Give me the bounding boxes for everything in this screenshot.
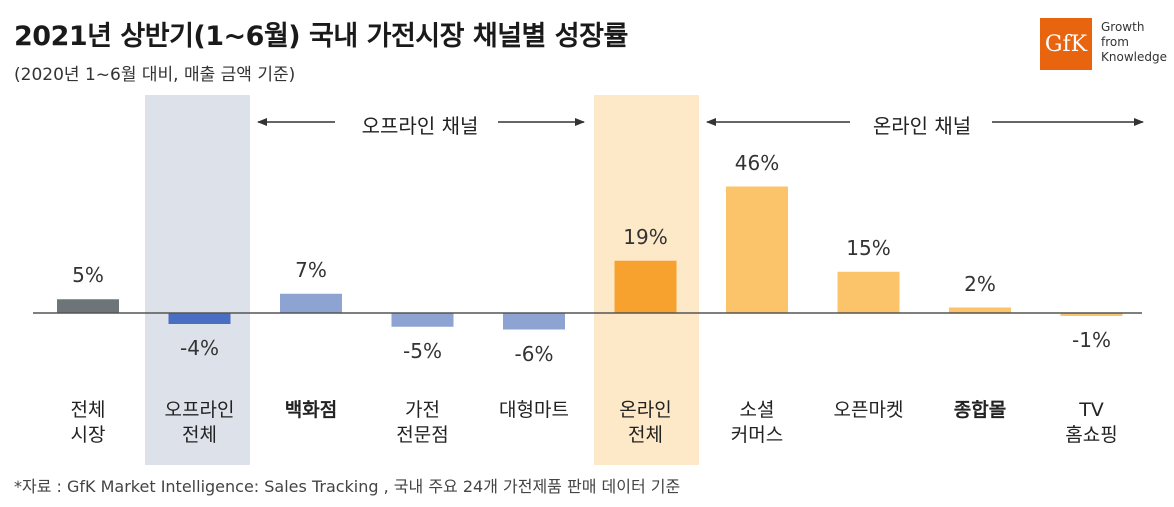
bar-0 (57, 299, 119, 313)
bar-1 (168, 313, 231, 324)
value-label-1: -4% (180, 336, 219, 360)
logo-tagline-line: Growth (1101, 20, 1145, 34)
value-label-8: 2% (964, 271, 996, 296)
source-footnote: *자료 : GfK Market Intelligence: Sales Tra… (14, 477, 681, 496)
category-label-4: 대형마트 (479, 398, 589, 423)
category-label-line: 온라인 (619, 399, 672, 421)
category-label-line: 전체 (628, 424, 663, 446)
chart-subtitle: (2020년 1~6월 대비, 매출 금액 기준) (14, 65, 296, 85)
category-label-line: 전체 (70, 399, 106, 421)
category-label-line: TV (1079, 399, 1104, 421)
bar-7 (837, 271, 900, 313)
logo-tagline-line: Knowledge (1101, 50, 1167, 64)
category-label-line: 오프라인 (164, 399, 235, 421)
online-channel-label: 온라인 채널 (872, 114, 972, 138)
category-label-line: 백화점 (284, 399, 338, 421)
value-label-5: 19% (623, 224, 668, 249)
category-label-line: 소셜 (739, 399, 775, 421)
bar-6 (726, 186, 788, 313)
value-label-7: 15% (846, 235, 891, 260)
bar-8 (949, 307, 1011, 313)
category-label-line: 시장 (70, 424, 106, 446)
gfk-logo: GfK (1040, 18, 1092, 70)
category-label-line: 홈쇼핑 (1065, 424, 1118, 446)
bar-9 (1060, 313, 1123, 316)
category-label-2: 백화점 (256, 398, 366, 423)
category-label-7: 오픈마켓 (814, 398, 924, 423)
bar-5 (614, 260, 677, 313)
bar-4 (503, 313, 565, 330)
value-label-6: 46% (734, 150, 780, 175)
bars-group (57, 186, 1123, 330)
offline-channel-label: 오프라인 채널 (361, 114, 479, 138)
category-label-line: 대형마트 (499, 399, 569, 421)
value-label-3: -5% (403, 338, 442, 363)
category-label-8: 종합몰 (925, 398, 1035, 423)
bar-2 (280, 293, 342, 313)
offline-total-highlight (145, 95, 250, 465)
category-label-9: TV 홈쇼핑 (1037, 398, 1147, 448)
value-label-2: 7% (295, 257, 327, 282)
chart-title: 2021년 상반기(1~6월) 국내 가전시장 채널별 성장률 (14, 21, 628, 52)
category-label-line: 커머스 (730, 424, 784, 446)
logo-tagline-line: from (1101, 35, 1129, 49)
value-label-0: 5% (72, 263, 104, 288)
gfk-logo-mark: GfK (1044, 31, 1088, 57)
category-label-line: 종합몰 (953, 399, 1007, 421)
value-label-4: -6% (514, 341, 554, 366)
bar-3 (391, 313, 454, 327)
category-label-line: 가전 (405, 399, 440, 421)
category-label-line: 오픈마켓 (833, 399, 904, 421)
category-label-line: 전문점 (396, 424, 449, 446)
value-label-9: -1% (1072, 328, 1111, 352)
logo-tagline: Growth from Knowledge (1101, 20, 1167, 65)
category-label-line: 전체 (182, 424, 217, 446)
